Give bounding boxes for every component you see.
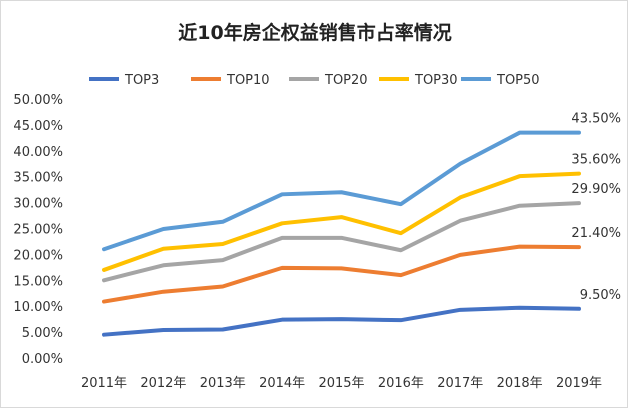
- data-point-top10: [222, 286, 224, 288]
- x-tick-label: 2017年: [437, 376, 483, 391]
- legend-label-top3: TOP3: [124, 73, 159, 88]
- x-tick-label: 2019年: [556, 376, 602, 391]
- chart-title: 近10年房企权益销售市占率情况: [178, 21, 451, 44]
- data-point-top30: [222, 243, 224, 245]
- data-point-top3: [103, 334, 105, 336]
- data-point-top20: [222, 259, 224, 261]
- y-tick-label: 50.00%: [13, 93, 63, 108]
- legend: TOP3 TOP10 TOP20 TOP30 TOP50: [89, 73, 540, 88]
- data-point-top30: [519, 175, 521, 177]
- x-tick-label: 2014年: [259, 376, 305, 391]
- data-point-top3: [459, 309, 461, 311]
- data-point-top10: [578, 246, 580, 248]
- data-point-top30: [281, 222, 283, 224]
- data-point-top50: [341, 191, 342, 193]
- data-point-top10: [459, 254, 461, 256]
- end-label-top50: 43.50%: [571, 112, 621, 127]
- data-point-top3: [281, 319, 283, 321]
- legend-label-top50: TOP50: [496, 73, 540, 88]
- data-point-top10: [103, 301, 105, 303]
- data-point-top50: [519, 132, 521, 134]
- data-point-top10: [519, 246, 521, 248]
- data-point-top20: [281, 237, 283, 239]
- x-tick-label: 2011年: [81, 376, 127, 391]
- series-line-top30: [102, 171, 581, 272]
- data-point-top3: [341, 318, 342, 320]
- legend-label-top10: TOP10: [226, 73, 270, 88]
- data-point-top10: [400, 274, 402, 276]
- y-tick-label: 0.00%: [22, 352, 63, 367]
- data-point-top30: [459, 196, 461, 198]
- y-tick-label: 15.00%: [13, 274, 63, 289]
- data-point-top30: [400, 232, 402, 234]
- x-tick-label: 2015年: [318, 376, 364, 391]
- data-point-top50: [162, 228, 164, 230]
- data-point-top30: [162, 248, 164, 250]
- data-point-top50: [281, 193, 283, 195]
- x-tick-label: 2013年: [200, 376, 246, 391]
- data-point-top20: [341, 237, 342, 239]
- x-tick-label: 2016年: [378, 376, 424, 391]
- x-axis: 2011年 2012年 2013年 2014年 2015年 2016年 2017年 2018年…: [81, 376, 602, 391]
- data-point-top50: [400, 203, 402, 205]
- data-point-top20: [459, 220, 461, 222]
- data-point-top50: [578, 132, 580, 134]
- y-tick-label: 30.00%: [13, 197, 63, 212]
- legend-label-top20: TOP20: [324, 73, 368, 88]
- data-point-top50: [459, 163, 461, 165]
- data-point-top10: [341, 267, 342, 269]
- series-line-top50: [102, 130, 581, 252]
- x-tick-label: 2012年: [140, 376, 186, 391]
- end-label-top20: 29.90%: [571, 182, 621, 197]
- y-tick-label: 10.00%: [13, 300, 63, 315]
- data-point-top10: [281, 267, 283, 269]
- data-point-top20: [103, 279, 105, 281]
- data-point-top3: [519, 307, 521, 309]
- data-point-top10: [162, 291, 164, 293]
- series-lines: [102, 130, 581, 337]
- data-point-top30: [341, 216, 342, 218]
- legend-label-top30: TOP30: [414, 73, 458, 88]
- data-point-top50: [222, 221, 224, 223]
- data-point-top20: [400, 249, 402, 251]
- y-tick-label: 5.00%: [22, 326, 63, 341]
- y-tick-label: 45.00%: [13, 119, 63, 134]
- end-label-top10: 21.40%: [571, 226, 621, 241]
- series-line-top3: [102, 305, 581, 337]
- data-point-top30: [103, 269, 105, 271]
- y-axis: 0.00% 5.00% 10.00% 15.00% 20.00% 25.00% 30.00%…: [13, 93, 63, 367]
- data-point-top3: [222, 329, 224, 331]
- series-line-top10: [102, 244, 581, 304]
- data-point-top30: [578, 173, 580, 175]
- y-tick-label: 25.00%: [13, 223, 63, 238]
- data-point-top50: [103, 248, 105, 250]
- data-point-top3: [578, 308, 580, 310]
- data-point-top20: [519, 205, 521, 207]
- data-point-top3: [162, 329, 164, 331]
- data-labels: 9.50% 21.40% 29.90% 35.60% 43.50%: [571, 112, 621, 303]
- y-tick-label: 40.00%: [13, 145, 63, 160]
- y-tick-label: 35.00%: [13, 171, 63, 186]
- end-label-top30: 35.60%: [571, 153, 621, 168]
- data-point-top3: [400, 319, 402, 321]
- y-tick-label: 20.00%: [13, 248, 63, 263]
- data-point-top20: [162, 264, 164, 266]
- data-point-top20: [578, 202, 580, 204]
- end-label-top3: 9.50%: [580, 288, 621, 303]
- x-tick-label: 2018年: [497, 376, 543, 391]
